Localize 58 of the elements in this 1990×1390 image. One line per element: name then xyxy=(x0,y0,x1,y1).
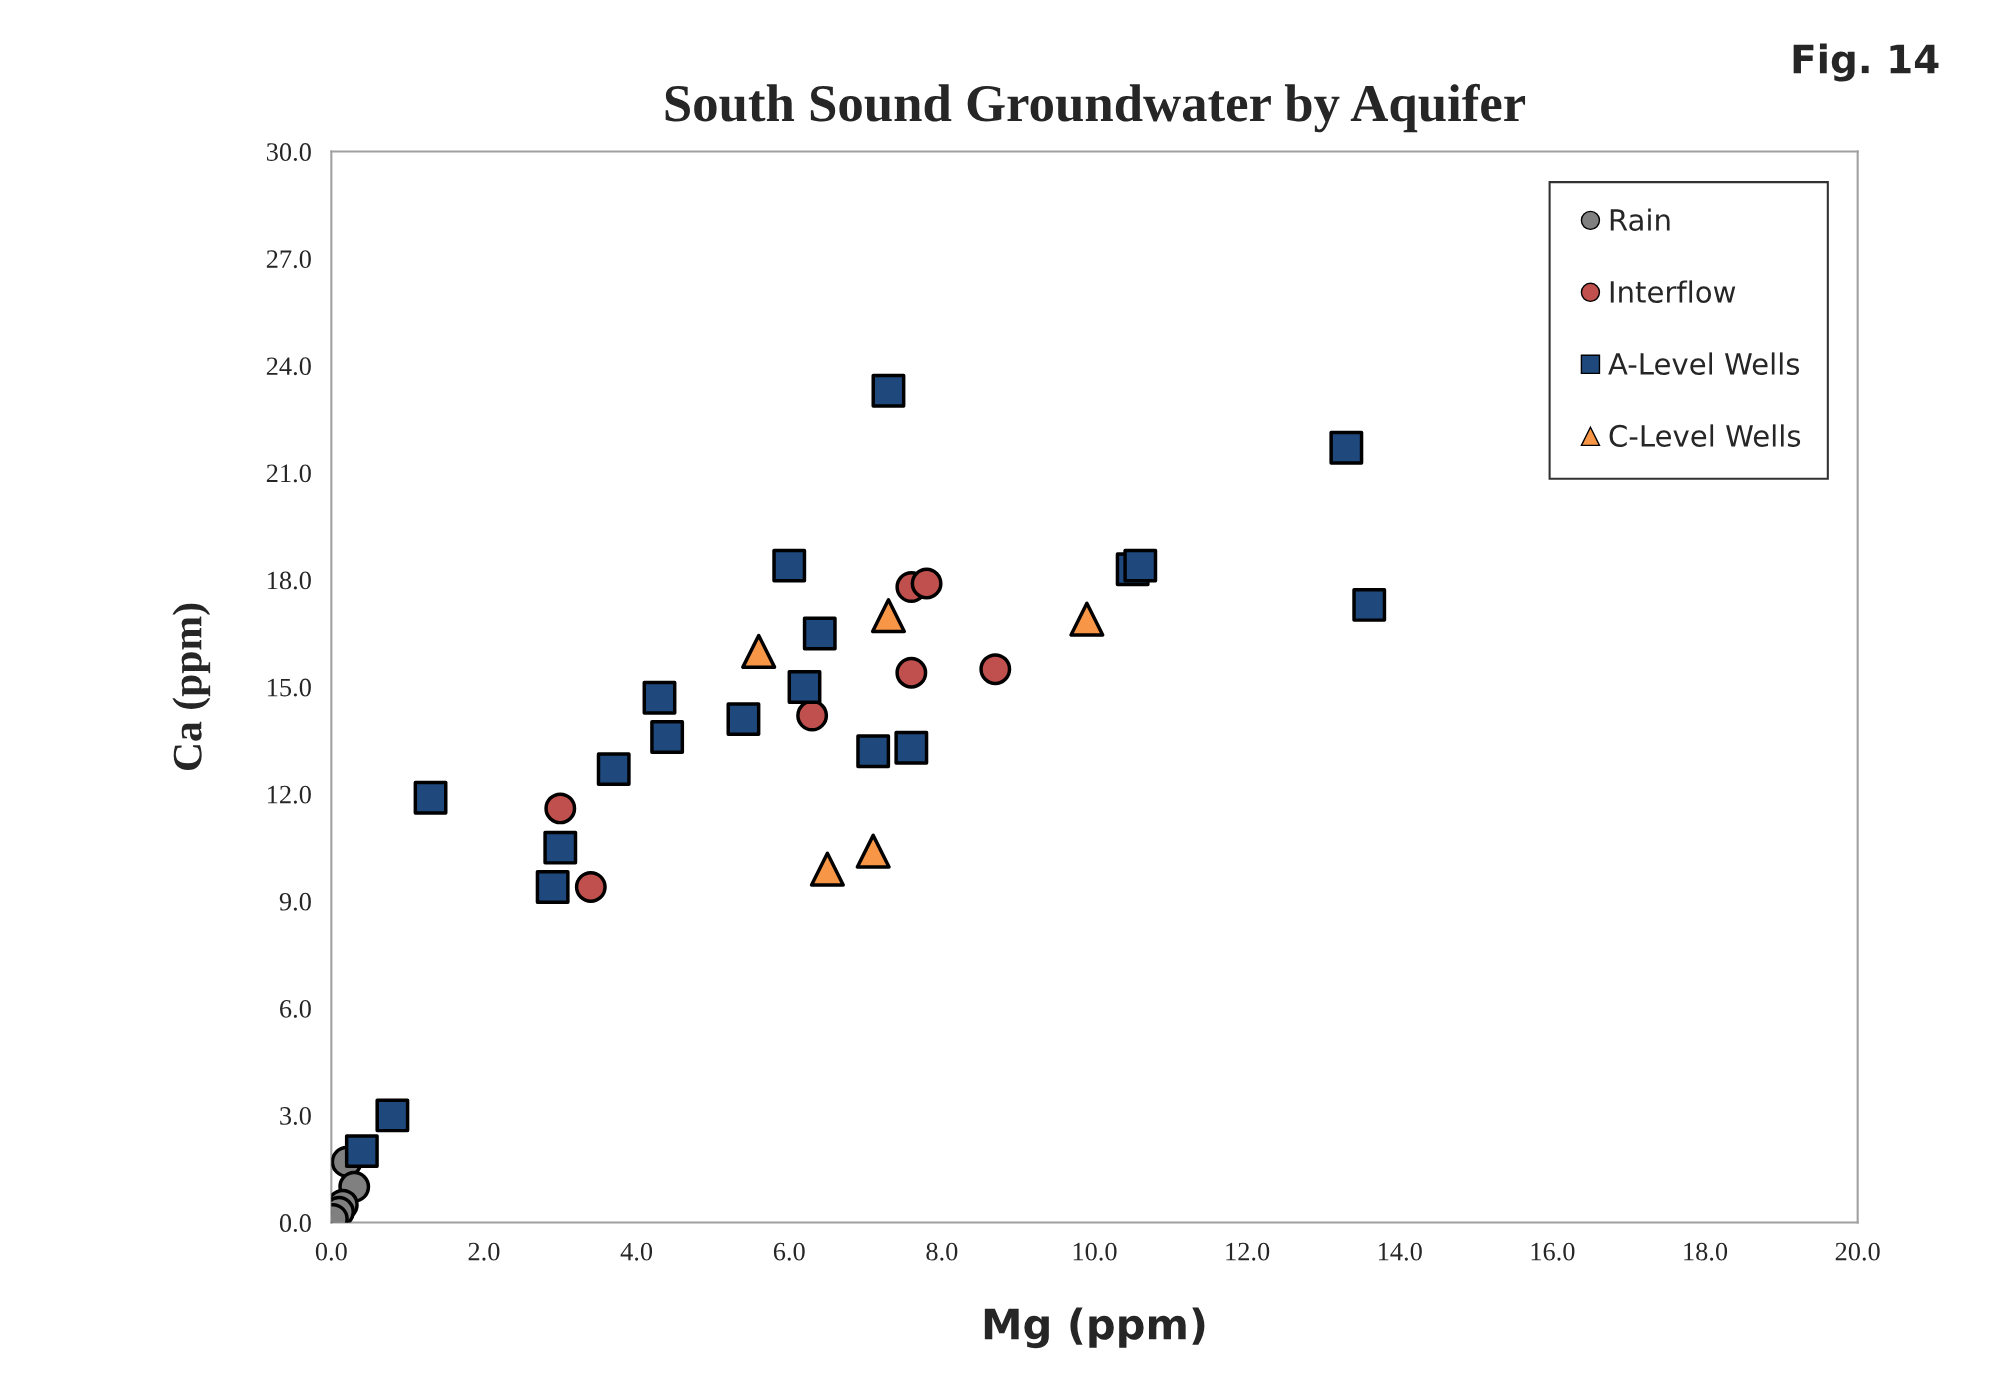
point xyxy=(1069,601,1105,637)
point xyxy=(741,633,777,669)
point xyxy=(1123,548,1158,583)
point xyxy=(726,702,761,737)
point xyxy=(642,680,677,715)
point xyxy=(979,653,1012,686)
point xyxy=(596,752,631,787)
x-axis-title: Mg (ppm) xyxy=(984,1307,1205,1349)
point xyxy=(375,1098,410,1133)
y-tick-label: 6.0 xyxy=(280,999,311,1018)
x-tick-label: 10.0 xyxy=(1073,1242,1117,1261)
y-tick-label: 15.0 xyxy=(268,678,311,697)
point xyxy=(344,1134,379,1169)
point xyxy=(910,567,943,600)
point xyxy=(809,851,845,887)
y-tick-label: 9.0 xyxy=(279,892,311,911)
y-tick-label: 21.0 xyxy=(266,464,311,483)
point xyxy=(895,656,928,689)
point xyxy=(870,598,907,634)
point xyxy=(855,833,891,869)
y-tick-label: 12.0 xyxy=(268,785,311,804)
x-tick-label: 4.0 xyxy=(620,1242,653,1261)
x-tick-label: 6.0 xyxy=(773,1242,805,1261)
x-tick-label: 8.0 xyxy=(926,1242,958,1261)
point xyxy=(1352,587,1387,622)
x-tick-label: 18.0 xyxy=(1684,1242,1728,1261)
x-tick-label: 2.0 xyxy=(468,1242,500,1261)
x-tick-label: 0.0 xyxy=(315,1242,347,1261)
point xyxy=(413,780,448,815)
x-tick-label: 16.0 xyxy=(1531,1242,1575,1261)
legend-label: Rain xyxy=(1610,208,1670,231)
x-tick-label: 14.0 xyxy=(1379,1242,1422,1261)
caption: Fig. 14 xyxy=(1793,43,1939,82)
y-tick-label: 0.0 xyxy=(279,1214,311,1233)
point xyxy=(894,730,929,765)
point xyxy=(1329,430,1364,465)
point xyxy=(856,734,891,769)
legend-label: C-Level Wells xyxy=(1609,424,1801,447)
legend-label: A-Level Wells xyxy=(1608,352,1800,375)
y-tick-label: 27.0 xyxy=(266,250,311,269)
y-axis-title: Ca (ppm) xyxy=(172,603,211,771)
y-tick-label: 3.0 xyxy=(280,1107,311,1125)
point xyxy=(871,373,906,408)
y-tick-label: 18.0 xyxy=(268,571,311,590)
y-tick-label: 30.0 xyxy=(266,143,311,162)
point xyxy=(772,548,807,583)
x-tick-label: 12.0 xyxy=(1226,1242,1270,1261)
point xyxy=(544,792,577,825)
point xyxy=(802,616,837,651)
point xyxy=(574,870,607,903)
point xyxy=(787,670,822,704)
legend-label: Interflow xyxy=(1610,280,1736,303)
y-tick-label: 24.0 xyxy=(266,357,311,376)
point xyxy=(543,830,578,865)
chart-title: South Sound Groundwater by Aquifer xyxy=(665,83,1526,133)
point xyxy=(650,720,685,754)
point xyxy=(535,869,570,904)
x-tick-label: 20.0 xyxy=(1835,1242,1880,1261)
